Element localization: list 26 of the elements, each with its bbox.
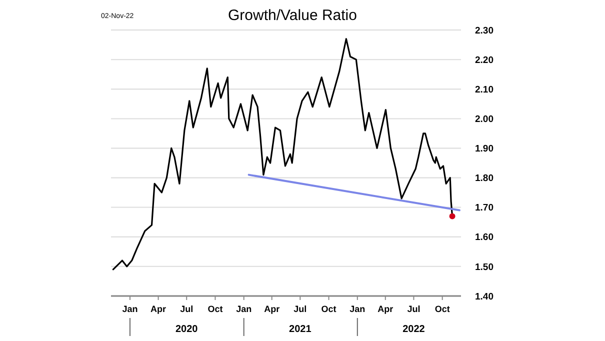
y-tick-label: 1.50: [475, 262, 494, 273]
y-tick-label: 2.00: [475, 114, 494, 125]
text: 2022: [402, 324, 426, 335]
x-tick-label: Oct: [434, 304, 450, 314]
x-tick-label: Jan: [236, 304, 252, 314]
chart-title: Growth/Value Ratio: [228, 7, 357, 24]
y-tick-label: 2.20: [475, 54, 494, 66]
x-tick-label: Oct: [321, 304, 336, 314]
x-tick-label: Jan: [122, 304, 138, 314]
x-tick-label: Jul: [294, 304, 307, 314]
y-tick-label: 1.80: [475, 173, 494, 184]
x-tick-label: Apr: [150, 304, 167, 314]
x-tick-label: Apr: [378, 304, 394, 314]
y-tick-label: 1.90: [475, 144, 494, 155]
y-tick-label: 1.60: [475, 232, 494, 244]
x-tick-label: Oct: [208, 304, 223, 314]
x-tick-label: Apr: [264, 304, 280, 314]
x-tick-label: Jan: [350, 304, 366, 314]
text: 2020: [175, 324, 198, 335]
y-tick-label: 1.70: [475, 202, 494, 214]
x-tick-label: Jul: [407, 304, 420, 314]
y-tick-label: 2.30: [475, 25, 494, 36]
y-tick-label: 1.40: [475, 291, 494, 302]
x-tick-label: Jul: [180, 304, 194, 314]
text: 2021: [289, 324, 312, 335]
y-tick-label: 2.10: [475, 84, 494, 96]
